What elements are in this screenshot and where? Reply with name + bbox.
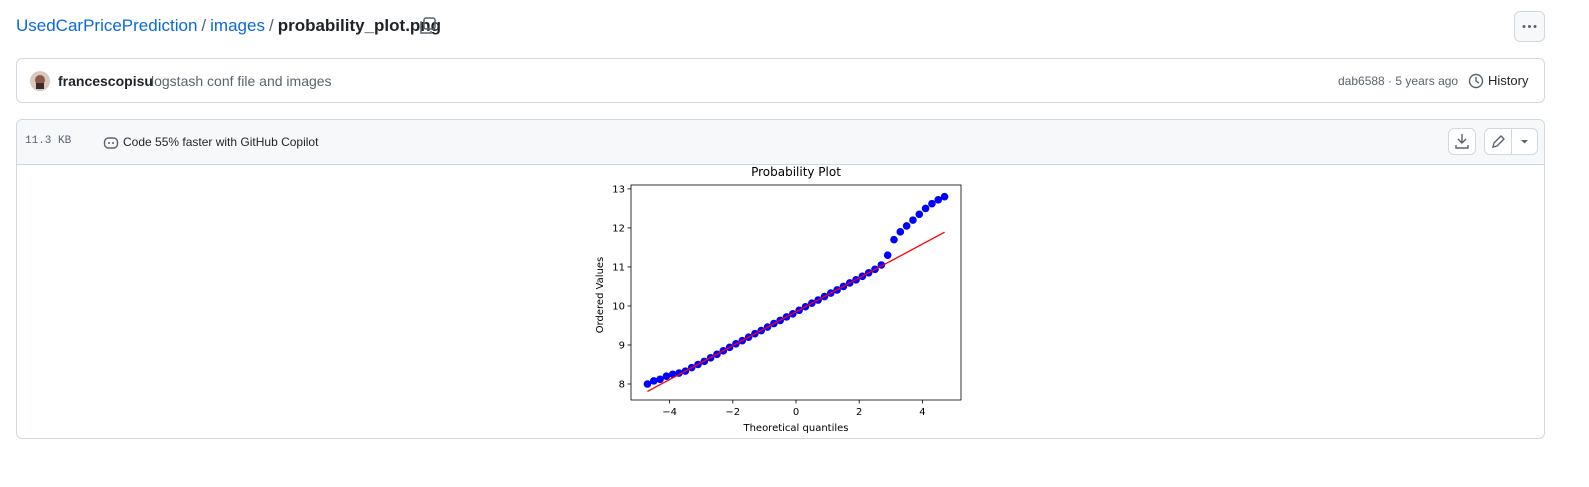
data-point [649,377,658,385]
data-point [940,192,949,201]
data-point [883,251,892,260]
y-tick-label: 9 [619,340,625,351]
y-tick-label: 8 [619,380,625,391]
edit-dropdown[interactable] [1512,129,1537,154]
more-button[interactable] [1514,11,1545,42]
author[interactable]: francescopisu [58,73,153,89]
fit-line [647,231,945,392]
data-point [656,375,664,384]
download-button[interactable] [1448,128,1476,155]
x-axis-label: Theoretical quantiles [742,423,848,434]
file-size: 11.3 KB [25,135,72,147]
x-tick-label: 2 [856,407,862,418]
data-point [921,204,930,213]
separator: / [201,16,207,35]
data-point [934,196,943,204]
separator: / [268,16,274,35]
x-tick-label: 0 [793,407,799,418]
commit-bar: francescopisu logstash conf file and ima… [16,58,1545,103]
data-point [909,216,917,224]
breadcrumb: UsedCarPricePrediction / images / probabilit… [16,15,441,37]
commit-meta[interactable]: dab6588 · 5 years ago [1338,74,1459,88]
x-tick-label: −2 [725,407,740,418]
data-point [890,235,898,244]
x-tick-label: 4 [919,407,925,418]
data-point [896,228,905,236]
chart: Probability Plot Theoretical quantiles O… [595,165,962,434]
copilot-icon [103,137,119,149]
history-icon [1468,73,1484,89]
file-header: 11.3 KB Code 55% faster with GitHub Copi… [17,120,1544,165]
copilot-promo[interactable]: Code 55% faster with GitHub Copilot [123,135,319,149]
y-tick-label: 12 [612,223,625,234]
edit-button[interactable] [1485,129,1511,154]
x-tick-label: −4 [662,407,677,418]
y-tick-label: 10 [612,301,625,312]
data-point [915,210,924,219]
y-tick-label: 13 [612,184,625,195]
file-name: probability_plot.png [277,16,442,35]
copy-icon[interactable] [419,17,437,35]
y-tick-label: 11 [612,262,625,273]
data-point [643,380,652,388]
history-link[interactable]: History [1488,73,1529,88]
folder-link[interactable]: images [210,16,265,35]
data-point [902,222,911,230]
data-point [662,372,671,380]
y-axis-label: Ordered Values [595,257,606,334]
avatar[interactable] [30,71,50,91]
chart-title: Probability Plot [751,165,841,179]
commit-message[interactable]: logstash conf file and images [151,73,332,89]
edit-group [1484,128,1538,155]
data-point [928,199,936,208]
repo-link[interactable]: UsedCarPricePrediction [16,16,198,35]
file-view: 11.3 KB Code 55% faster with GitHub Copi… [16,119,1545,439]
